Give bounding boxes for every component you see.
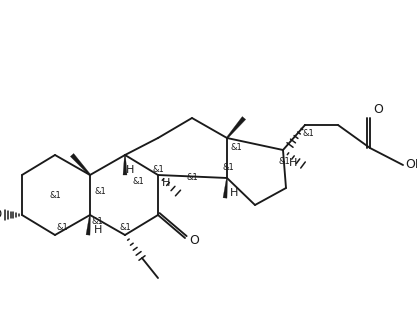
Text: &1: &1	[186, 174, 198, 182]
Text: &1: &1	[152, 165, 164, 175]
Text: &1: &1	[222, 164, 234, 172]
Text: H: H	[230, 188, 238, 198]
Polygon shape	[86, 215, 90, 235]
Text: H: H	[94, 225, 102, 235]
Text: &1: &1	[94, 187, 106, 197]
Text: O: O	[189, 234, 199, 246]
Text: &1: &1	[119, 224, 131, 232]
Text: &1: &1	[302, 128, 314, 138]
Text: HO: HO	[0, 208, 3, 221]
Text: &1: &1	[230, 143, 242, 151]
Text: OH: OH	[405, 159, 417, 171]
Text: &1: &1	[278, 158, 290, 166]
Text: H: H	[162, 178, 170, 188]
Text: O: O	[373, 103, 383, 116]
Polygon shape	[70, 154, 90, 176]
Text: &1: &1	[56, 224, 68, 232]
Text: H: H	[289, 158, 297, 168]
Polygon shape	[226, 116, 246, 138]
Text: &1: &1	[91, 218, 103, 226]
Text: H: H	[126, 165, 134, 175]
Text: &1: &1	[132, 177, 144, 187]
Polygon shape	[123, 155, 127, 175]
Text: &1: &1	[49, 191, 61, 199]
Polygon shape	[223, 178, 228, 198]
